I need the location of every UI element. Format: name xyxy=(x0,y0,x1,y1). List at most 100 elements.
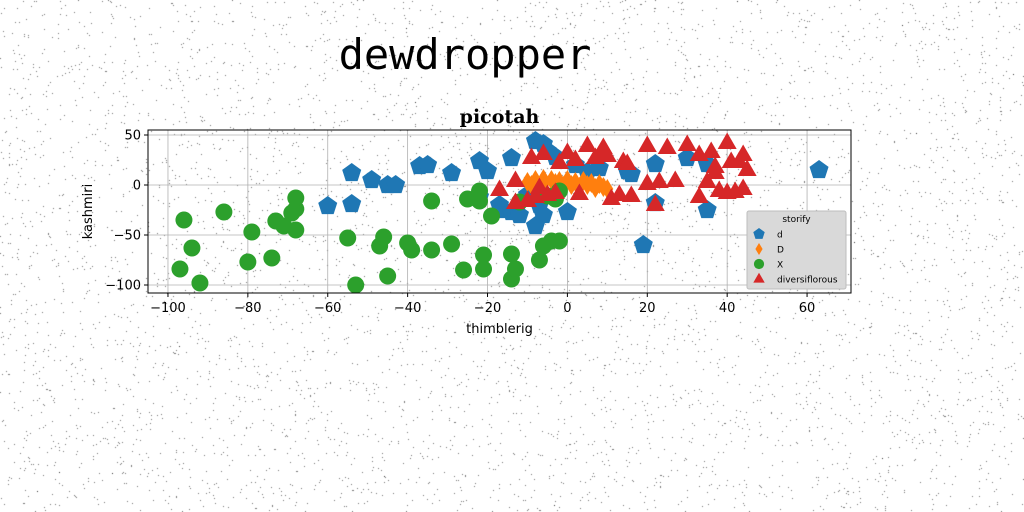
data-point xyxy=(565,149,585,166)
data-point xyxy=(550,232,568,250)
data-point xyxy=(243,223,261,241)
data-point xyxy=(375,228,393,246)
data-point xyxy=(423,241,441,259)
data-point xyxy=(733,144,753,161)
data-point xyxy=(557,202,577,221)
data-point xyxy=(569,183,589,200)
data-point xyxy=(423,192,441,210)
y-tick-label: −50 xyxy=(114,229,141,244)
y-tick-label: 50 xyxy=(124,129,141,144)
data-point xyxy=(677,134,697,151)
data-point xyxy=(577,135,597,152)
data-point xyxy=(342,194,362,213)
legend-marker xyxy=(753,272,765,283)
data-point xyxy=(697,200,717,219)
data-point xyxy=(557,142,577,159)
x-tick-label: 60 xyxy=(799,301,816,316)
data-point xyxy=(633,235,653,254)
data-point xyxy=(609,184,629,201)
data-point xyxy=(442,163,462,182)
x-tick-label: 0 xyxy=(563,301,571,316)
y-tick-label: −100 xyxy=(105,279,141,294)
data-point xyxy=(215,203,233,221)
data-point xyxy=(183,239,201,257)
data-point xyxy=(581,175,594,195)
data-point xyxy=(490,179,509,196)
data-point xyxy=(171,260,189,278)
data-point xyxy=(443,235,461,253)
x-tick-label: −40 xyxy=(394,301,421,316)
x-tick-label: −60 xyxy=(314,301,341,316)
data-point xyxy=(505,170,525,187)
data-point xyxy=(379,267,397,285)
data-point xyxy=(362,170,382,189)
legend-box xyxy=(746,210,847,290)
data-point xyxy=(645,194,665,211)
data-point xyxy=(506,260,524,278)
data-point xyxy=(705,156,725,173)
x-tick-label: −20 xyxy=(474,301,501,316)
legend-label: D xyxy=(777,246,784,256)
data-point xyxy=(418,155,438,174)
y-axis-label: kashmiri xyxy=(81,184,96,240)
data-point xyxy=(239,253,257,271)
x-tick-label: −80 xyxy=(234,301,261,316)
legend-label: d xyxy=(777,231,783,241)
data-point xyxy=(175,211,193,229)
data-point xyxy=(386,175,406,194)
data-point xyxy=(530,251,548,269)
data-point xyxy=(701,141,721,158)
data-point xyxy=(509,205,529,224)
series-X xyxy=(171,182,568,294)
data-point xyxy=(717,132,737,149)
data-point xyxy=(649,171,669,188)
data-point xyxy=(597,145,617,162)
data-point xyxy=(263,249,281,267)
legend-marker xyxy=(753,258,765,270)
data-point xyxy=(502,245,520,263)
legend-marker xyxy=(755,243,763,255)
data-point xyxy=(565,175,578,195)
legend-label: X xyxy=(777,261,783,271)
data-point xyxy=(657,137,677,154)
data-point xyxy=(549,152,569,169)
data-point xyxy=(478,161,498,180)
data-point xyxy=(287,189,305,207)
data-point xyxy=(617,153,637,170)
data-point xyxy=(621,185,641,202)
data-point xyxy=(287,221,305,239)
data-point xyxy=(475,246,493,264)
data-point xyxy=(809,160,829,179)
data-point xyxy=(637,135,657,152)
plot-frame xyxy=(147,129,852,294)
data-point xyxy=(342,163,362,182)
x-tick-label: 20 xyxy=(639,301,656,316)
x-tick-label: 40 xyxy=(719,301,736,316)
figure-suptitle: dewdropper xyxy=(338,30,592,79)
data-point xyxy=(529,177,549,194)
series-diversiflorous xyxy=(490,132,757,211)
data-point xyxy=(403,241,421,259)
legend-title: storify xyxy=(782,215,811,225)
x-axis-label: thimblerig xyxy=(466,322,533,337)
data-point xyxy=(737,159,757,176)
data-point xyxy=(191,274,209,292)
data-point xyxy=(347,276,365,294)
data-point xyxy=(339,229,357,247)
legend-label: diversiflorous xyxy=(777,276,838,286)
data-point xyxy=(471,192,489,210)
y-tick-label: 0 xyxy=(133,179,141,194)
data-point xyxy=(483,207,501,225)
data-point xyxy=(455,261,473,279)
data-point xyxy=(533,143,553,160)
data-point xyxy=(545,182,565,199)
data-point xyxy=(665,170,685,187)
axis-ticks: −100 −80 −60 −40 −20 0 20 40 60 −100 −50 0 50 xyxy=(105,129,815,317)
data-point xyxy=(697,171,717,188)
data-point xyxy=(501,148,521,167)
data-point xyxy=(525,216,545,235)
data-point xyxy=(677,148,697,167)
data-point xyxy=(475,260,493,278)
